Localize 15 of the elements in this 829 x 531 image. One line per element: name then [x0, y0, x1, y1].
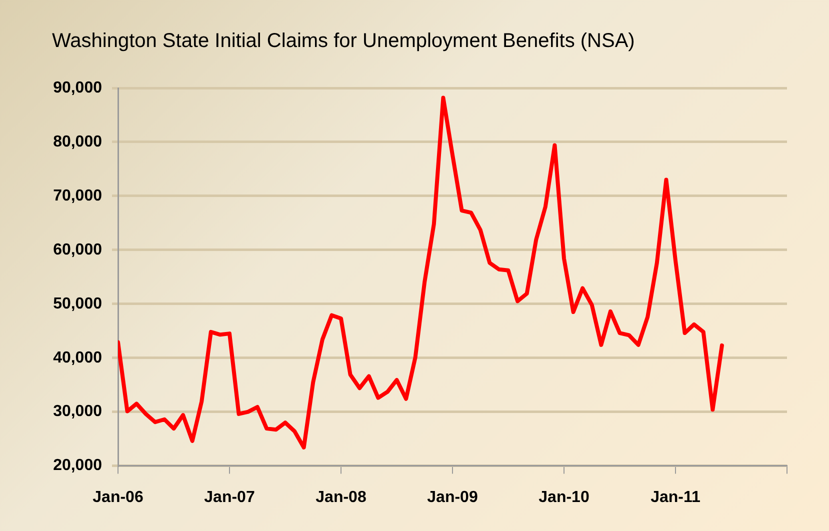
- x-tick-label: Jan-11: [650, 488, 701, 506]
- y-tick-label: 90,000: [53, 79, 102, 96]
- y-tick-label: 60,000: [53, 241, 102, 258]
- y-tick-label: 80,000: [53, 133, 102, 150]
- x-tick-label: Jan-06: [92, 488, 144, 506]
- x-tick-label: Jan-09: [427, 488, 478, 506]
- x-tick-label: Jan-10: [538, 488, 590, 506]
- y-tick-label: 30,000: [53, 403, 102, 420]
- chart-title: Washington State Initial Claims for Unemployment Benefits (NSA): [52, 30, 635, 53]
- x-tick-label: Jan-07: [204, 488, 255, 506]
- y-tick-label: 40,000: [53, 349, 102, 366]
- x-tick-label: Jan-08: [316, 488, 366, 506]
- y-tick-label: 50,000: [53, 295, 102, 312]
- y-tick-label: 20,000: [53, 457, 102, 474]
- y-tick-label: 70,000: [53, 187, 102, 204]
